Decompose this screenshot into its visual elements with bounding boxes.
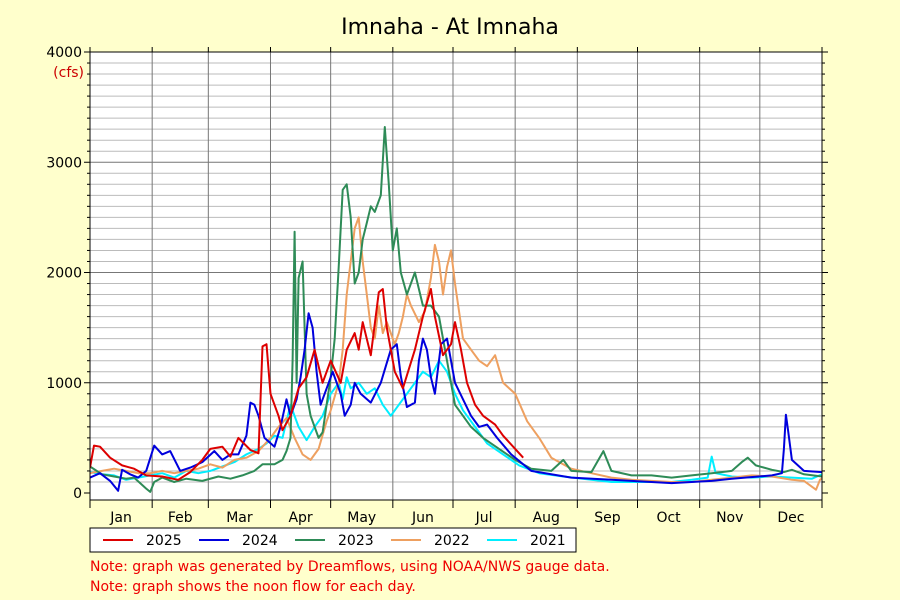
legend-label-2025: 2025: [146, 533, 182, 549]
y-tick-label: 4000: [46, 45, 82, 61]
plot-area: [90, 52, 822, 500]
x-tick-label: Mar: [226, 510, 253, 526]
legend-label-2024: 2024: [242, 533, 278, 549]
note-source: Note: graph was generated by Dreamflows,…: [90, 559, 610, 575]
y-tick-label: 1000: [46, 376, 82, 392]
y-axis-unit: (cfs): [53, 65, 84, 81]
legend-label-2022: 2022: [434, 533, 470, 549]
x-tick-label: Feb: [168, 510, 193, 526]
x-tick-label: Dec: [777, 510, 804, 526]
x-tick-label: Oct: [656, 510, 681, 526]
plot-frame: [89, 51, 823, 501]
x-tick-label: Apr: [288, 510, 312, 526]
series-line-2023: [90, 126, 822, 493]
grid-lines: [90, 52, 822, 500]
series-layer: [90, 126, 822, 493]
x-tick-label: May: [347, 510, 376, 526]
y-tick-label: 3000: [46, 155, 82, 171]
legend-label-2021: 2021: [530, 533, 566, 549]
x-tick-label: Jun: [411, 510, 434, 526]
x-tick-label: Jan: [109, 510, 132, 526]
x-tick-label: Aug: [533, 510, 560, 526]
legend-label-2023: 2023: [338, 533, 374, 549]
legend: 2025 2024 2023 2022 2021: [89, 527, 577, 553]
chart-title: Imnaha - At Imnaha: [341, 15, 559, 40]
x-tick-label: Nov: [716, 510, 743, 526]
y-tick-label: 0: [73, 486, 82, 502]
note-noon-flow: Note: graph shows the noon flow for each…: [90, 579, 416, 595]
x-tick-label: Jul: [475, 510, 493, 526]
x-tick-label: Sep: [594, 510, 621, 526]
series-line-2024: [90, 312, 822, 492]
axes: 0 1000 2000 3000 4000 Jan Feb Mar Apr May Jun Jul Au…: [46, 45, 828, 526]
y-tick-label: 2000: [46, 266, 82, 282]
series-line-2025: [90, 288, 524, 481]
